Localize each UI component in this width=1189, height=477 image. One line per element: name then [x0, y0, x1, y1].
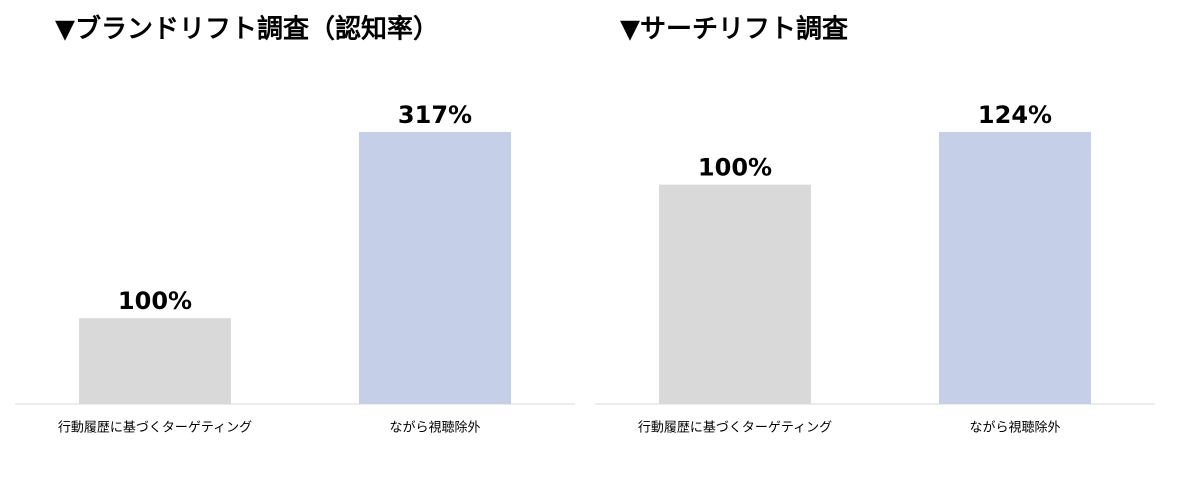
- category-label: 行動履歴に基づくターゲティング: [638, 421, 832, 436]
- value-label: 100%: [698, 154, 772, 182]
- bar: [359, 132, 511, 404]
- category-label: 行動履歴に基づくターゲティング: [58, 421, 252, 436]
- value-label: 100%: [118, 287, 192, 315]
- bar: [939, 132, 1091, 404]
- bar: [79, 318, 231, 404]
- value-label: 317%: [398, 101, 472, 129]
- category-label: ながら視聴除外: [389, 421, 480, 436]
- chart-title: ▼サーチリフト調査: [620, 14, 848, 45]
- category-label: ながら視聴除外: [969, 421, 1060, 436]
- bar: [659, 184, 811, 404]
- chart-title: ▼ブランドリフト調査（認知率）: [55, 14, 439, 45]
- value-label: 124%: [978, 101, 1052, 129]
